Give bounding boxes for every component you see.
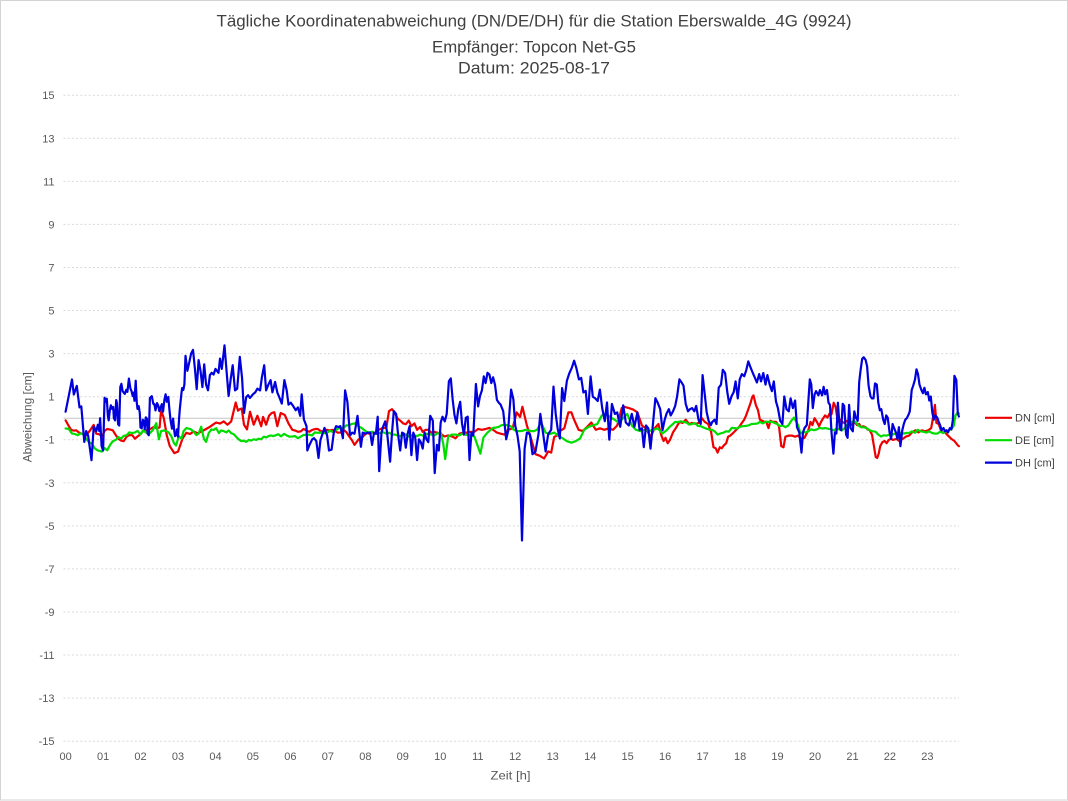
- svg-text:16: 16: [659, 751, 671, 763]
- svg-text:02: 02: [134, 751, 146, 763]
- svg-text:-11: -11: [39, 650, 54, 662]
- svg-text:09: 09: [397, 751, 409, 763]
- svg-text:07: 07: [322, 751, 334, 763]
- svg-text:08: 08: [359, 751, 371, 763]
- svg-text:DE [cm]: DE [cm]: [1015, 435, 1054, 447]
- svg-text:-1: -1: [45, 435, 55, 447]
- svg-text:10: 10: [434, 751, 446, 763]
- svg-text:DH [cm]: DH [cm]: [1015, 458, 1055, 470]
- svg-text:23: 23: [921, 751, 933, 763]
- svg-text:Abweichung [cm]: Abweichung [cm]: [21, 372, 35, 462]
- svg-text:11: 11: [43, 176, 54, 188]
- svg-text:Zeit [h]: Zeit [h]: [491, 769, 531, 783]
- svg-text:19: 19: [771, 751, 783, 763]
- svg-text:DN [cm]: DN [cm]: [1015, 413, 1055, 425]
- svg-text:1: 1: [48, 392, 54, 404]
- svg-text:05: 05: [247, 751, 259, 763]
- svg-text:06: 06: [284, 751, 296, 763]
- svg-text:14: 14: [584, 751, 596, 763]
- svg-text:3: 3: [48, 349, 54, 361]
- svg-text:-13: -13: [39, 693, 55, 705]
- svg-text:-9: -9: [45, 607, 55, 619]
- svg-text:04: 04: [209, 751, 221, 763]
- svg-text:Empfänger: Topcon Net-G5: Empfänger: Topcon Net-G5: [432, 38, 636, 57]
- svg-text:Datum: 2025-08-17: Datum: 2025-08-17: [458, 58, 610, 77]
- svg-text:15: 15: [621, 751, 633, 763]
- svg-text:13: 13: [547, 751, 559, 763]
- svg-text:15: 15: [42, 90, 54, 102]
- svg-text:21: 21: [846, 751, 858, 763]
- svg-text:9: 9: [48, 219, 54, 231]
- svg-text:13: 13: [42, 133, 54, 145]
- svg-text:5: 5: [48, 306, 54, 318]
- svg-text:22: 22: [884, 751, 896, 763]
- svg-text:03: 03: [172, 751, 184, 763]
- svg-text:-5: -5: [45, 521, 55, 533]
- svg-text:-15: -15: [39, 736, 55, 748]
- svg-text:-3: -3: [45, 478, 55, 490]
- svg-text:01: 01: [97, 751, 109, 763]
- svg-text:00: 00: [59, 751, 71, 763]
- svg-text:-7: -7: [45, 564, 55, 576]
- svg-text:12: 12: [509, 751, 521, 763]
- svg-text:18: 18: [734, 751, 746, 763]
- svg-text:7: 7: [48, 263, 54, 275]
- svg-text:17: 17: [696, 751, 708, 763]
- svg-text:20: 20: [809, 751, 821, 763]
- svg-text:11: 11: [472, 751, 483, 763]
- svg-text:Tägliche Koordinatenabweichung: Tägliche Koordinatenabweichung (DN/DE/DH…: [217, 11, 852, 30]
